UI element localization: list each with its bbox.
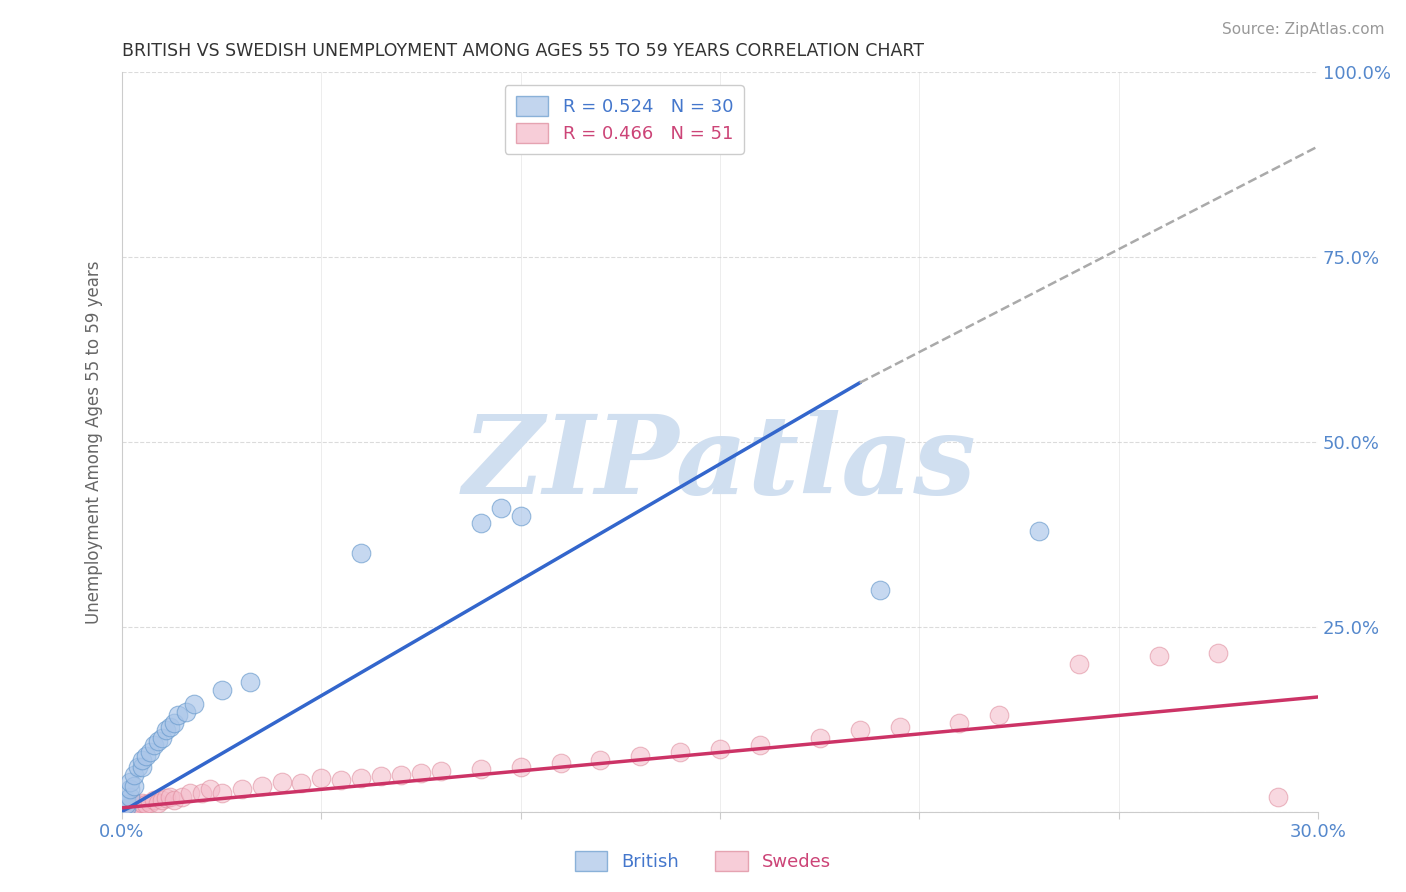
Point (127, 760, 149, 774)
Point (127, 797, 149, 811)
Point (142, 793, 165, 807)
Y-axis label: Unemployment Among Ages 55 to 59 years: Unemployment Among Ages 55 to 59 years (86, 260, 103, 624)
Point (389, 767, 412, 781)
Point (1267, 789, 1289, 804)
Point (159, 719, 181, 733)
Point (150, 731, 173, 745)
Legend: R = 0.524   N = 30, R = 0.466   N = 51: R = 0.524 N = 30, R = 0.466 N = 51 (505, 85, 744, 153)
Point (155, 723, 177, 738)
Point (118, 801, 141, 815)
Point (1208, 646, 1230, 660)
Point (170, 789, 193, 804)
Point (350, 771, 373, 785)
Point (139, 796, 162, 810)
Point (470, 516, 492, 531)
Point (669, 745, 692, 759)
Point (709, 741, 731, 756)
Point (127, 798, 149, 813)
Point (509, 760, 531, 774)
Point (330, 773, 353, 788)
Point (239, 675, 262, 690)
Point (115, 797, 138, 811)
Point (118, 789, 141, 804)
Point (135, 797, 157, 811)
Point (115, 801, 138, 815)
Point (118, 798, 141, 813)
Point (509, 508, 531, 523)
Point (122, 797, 145, 811)
Point (131, 796, 153, 810)
Point (115, 801, 138, 815)
Point (131, 753, 153, 767)
Point (749, 738, 772, 752)
Point (122, 767, 145, 781)
Point (231, 782, 253, 797)
Point (869, 582, 891, 597)
Point (135, 749, 157, 764)
Point (848, 723, 870, 738)
Point (115, 803, 138, 817)
Legend: British, Swedes: British, Swedes (568, 844, 838, 879)
Point (988, 708, 1011, 723)
Point (131, 760, 153, 774)
Point (370, 769, 392, 783)
Point (311, 771, 333, 785)
Point (250, 779, 273, 793)
Point (1067, 657, 1090, 671)
Text: BRITISH VS SWEDISH UNEMPLOYMENT AMONG AGES 55 TO 59 YEARS CORRELATION CHART: BRITISH VS SWEDISH UNEMPLOYMENT AMONG AG… (122, 42, 924, 60)
Point (948, 715, 970, 730)
Point (211, 682, 233, 697)
Point (131, 801, 153, 815)
Point (174, 705, 197, 719)
Point (146, 734, 169, 748)
Point (470, 762, 492, 776)
Point (1147, 649, 1170, 664)
Point (290, 776, 312, 790)
Point (191, 786, 214, 800)
Point (350, 546, 373, 560)
Point (550, 756, 572, 771)
Point (489, 501, 512, 516)
Point (628, 749, 651, 764)
Point (179, 786, 201, 800)
Point (159, 789, 181, 804)
Point (155, 791, 177, 805)
Point (1028, 524, 1050, 538)
Point (198, 782, 221, 797)
Point (163, 715, 186, 730)
Point (183, 698, 205, 712)
Point (118, 775, 141, 789)
Text: ZIPatlas: ZIPatlas (463, 410, 977, 518)
Point (163, 793, 186, 807)
Point (808, 731, 831, 745)
Point (122, 779, 145, 793)
Point (211, 786, 233, 800)
Point (150, 793, 173, 807)
Point (409, 766, 432, 780)
Point (115, 793, 138, 807)
Point (167, 708, 190, 723)
Point (118, 782, 141, 797)
Point (270, 775, 292, 789)
Point (122, 801, 145, 815)
Point (589, 753, 612, 767)
Point (146, 796, 169, 810)
Point (430, 764, 453, 778)
Text: Source: ZipAtlas.com: Source: ZipAtlas.com (1222, 22, 1385, 37)
Point (142, 738, 165, 752)
Point (139, 745, 162, 759)
Point (889, 719, 911, 733)
